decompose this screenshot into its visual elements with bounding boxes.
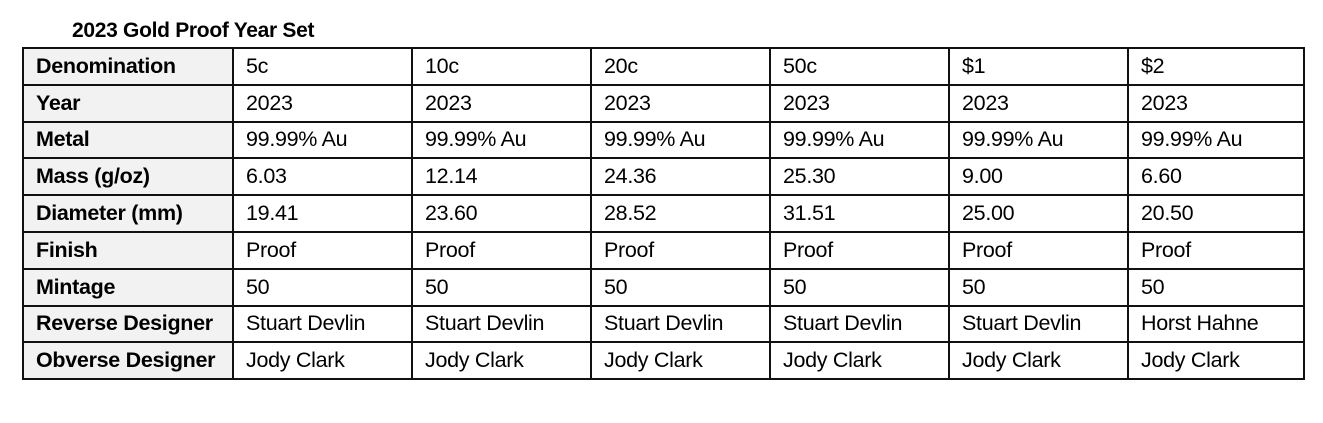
table-cell: 6.60 (1127, 157, 1305, 197)
row-header: Reverse Designer (22, 304, 234, 344)
row-header: Mass (g/oz) (22, 157, 234, 197)
table-cell: 2023 (590, 83, 771, 123)
table-cell: 50 (590, 267, 771, 307)
table-cell: Proof (590, 230, 771, 270)
table-row: Reverse Designer Stuart Devlin Stuart Devl… (22, 304, 1305, 344)
table-cell: $1 (948, 47, 1129, 86)
table-cell: Stuart Devlin (769, 304, 950, 344)
table-cell: 6.03 (232, 157, 413, 197)
coin-spec-table: Denomination 5c 10c 20c 50c $1 $2 Year 2023 2023 2… (22, 47, 1305, 381)
table-row: Denomination 5c 10c 20c 50c $1 $2 (22, 47, 1305, 86)
table-cell: 25.00 (948, 194, 1129, 233)
row-header: Obverse Designer (22, 341, 234, 381)
table-cell: Stuart Devlin (590, 304, 771, 344)
row-header: Finish (22, 230, 234, 270)
row-header: Denomination (22, 47, 234, 86)
row-header: Diameter (mm) (22, 194, 234, 233)
table-cell: Stuart Devlin (948, 304, 1129, 344)
row-header: Mintage (22, 267, 234, 307)
table-cell: 12.14 (411, 157, 592, 197)
table-cell: 5c (232, 47, 413, 86)
table-cell: Jody Clark (948, 341, 1129, 381)
table-row: Mintage 50 50 50 50 50 50 (22, 267, 1305, 307)
table-cell: 2023 (411, 83, 592, 123)
table-cell: 31.51 (769, 194, 950, 233)
table-cell: $2 (1127, 47, 1305, 86)
table-cell: 50 (769, 267, 950, 307)
table-cell: Jody Clark (232, 341, 413, 381)
table-cell: Stuart Devlin (411, 304, 592, 344)
table-cell: 50 (948, 267, 1129, 307)
table-cell: 99.99% Au (1127, 120, 1305, 160)
table-cell: Proof (769, 230, 950, 270)
table-cell: 24.36 (590, 157, 771, 197)
table-cell: 25.30 (769, 157, 950, 197)
table-row: Year 2023 2023 2023 2023 2023 2023 (22, 83, 1305, 123)
row-header: Metal (22, 120, 234, 160)
table-cell: 2023 (948, 83, 1129, 123)
table-cell: Jody Clark (1127, 341, 1305, 381)
table-cell: 10c (411, 47, 592, 86)
table-cell: 99.99% Au (232, 120, 413, 160)
table-row: Mass (g/oz) 6.03 12.14 24.36 25.30 9.00 6.60 (22, 157, 1305, 197)
row-header: Year (22, 83, 234, 123)
table-cell: 19.41 (232, 194, 413, 233)
table-cell: 20.50 (1127, 194, 1305, 233)
table-cell: 50 (1127, 267, 1305, 307)
table-cell: Proof (948, 230, 1129, 270)
table-cell: 2023 (769, 83, 950, 123)
table-cell: 28.52 (590, 194, 771, 233)
table-cell: 50c (769, 47, 950, 86)
table-cell: Jody Clark (411, 341, 592, 381)
table-title: 2023 Gold Proof Year Set (72, 19, 315, 42)
table-cell: Proof (411, 230, 592, 270)
table-cell: 99.99% Au (411, 120, 592, 160)
table-cell: 50 (411, 267, 592, 307)
table-cell: 9.00 (948, 157, 1129, 197)
table-cell: 20c (590, 47, 771, 86)
table-cell: 23.60 (411, 194, 592, 233)
table-cell: 99.99% Au (769, 120, 950, 160)
table-row: Metal 99.99% Au 99.99% Au 99.99% Au 99.99% A… (22, 120, 1305, 160)
table-cell: 99.99% Au (948, 120, 1129, 160)
table-row: Obverse Designer Jody Clark Jody Clark Jody… (22, 341, 1305, 381)
table-cell: Proof (232, 230, 413, 270)
table-cell: Jody Clark (769, 341, 950, 381)
table-cell: Stuart Devlin (232, 304, 413, 344)
table-cell: 50 (232, 267, 413, 307)
table-cell: 2023 (1127, 83, 1305, 123)
table-cell: Horst Hahne (1127, 304, 1305, 344)
table-cell: Proof (1127, 230, 1305, 270)
table-cell: 99.99% Au (590, 120, 771, 160)
table-cell: Jody Clark (590, 341, 771, 381)
table-row: Finish Proof Proof Proof Proof Proof Proof (22, 230, 1305, 270)
table-cell: 2023 (232, 83, 413, 123)
table-row: Diameter (mm) 19.41 23.60 28.52 31.51 25.00 20… (22, 194, 1305, 233)
